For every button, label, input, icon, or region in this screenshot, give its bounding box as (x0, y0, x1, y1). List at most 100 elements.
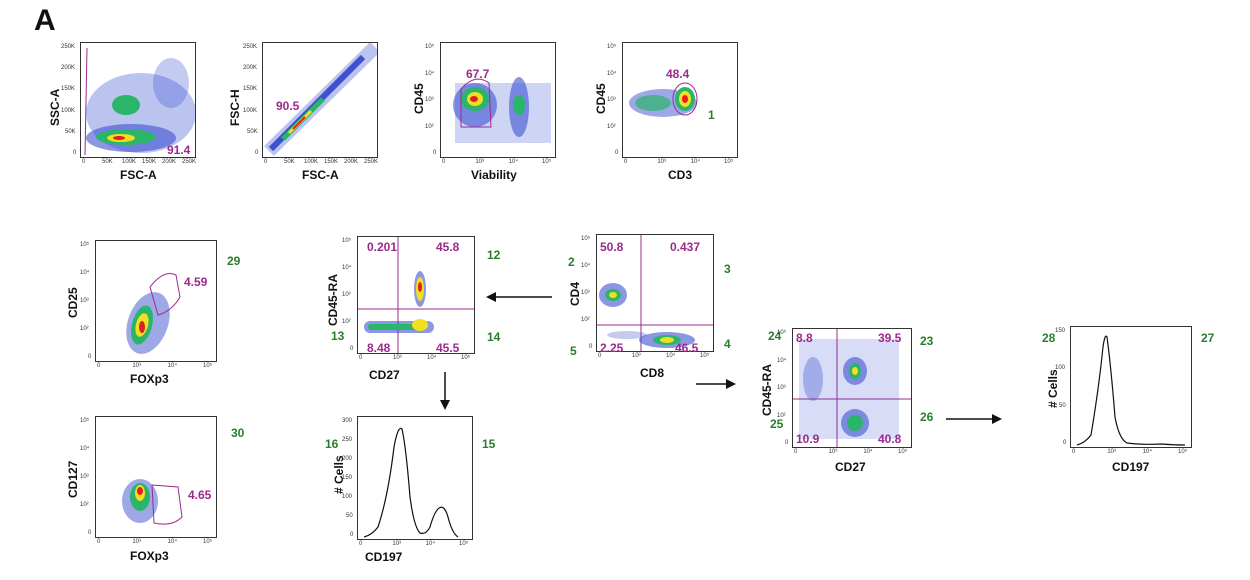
x-tick-p3: 10³ (475, 159, 484, 165)
y-tick-p4: 10⁵ (607, 44, 617, 50)
x-tick-p6: 10⁴ (167, 539, 177, 545)
density-plot-cd27-cd45ra-cd8 (793, 329, 911, 447)
ylabel-p11: # Cells (1046, 369, 1060, 408)
y-tick-p1: 250K (61, 44, 76, 50)
plot-foxp3-cd127 (95, 416, 217, 538)
population-tl-p10: 24 (768, 329, 782, 343)
y-tick-p3: 10² (425, 123, 434, 130)
ylabel-p3: CD45 (412, 83, 426, 114)
xlabel-p6: FOXp3 (130, 549, 169, 563)
y-tick-p10: 10⁴ (777, 357, 787, 364)
population-right-p9: 15 (482, 437, 496, 451)
y-tick-p9: 300 (342, 418, 353, 424)
ylabel-p4: CD45 (594, 83, 608, 114)
x-tick-p4: 10⁴ (690, 159, 700, 165)
population-bl-p10: 25 (770, 417, 784, 431)
x-tick-p8: 10⁵ (700, 353, 710, 359)
quadrant-br-p7: 45.5 (436, 341, 460, 355)
plot-viability-cd45 (440, 42, 556, 158)
xlabel-p5: FOXp3 (130, 372, 169, 386)
ylabel-p7: CD45-RA (326, 273, 340, 326)
x-tick-p5: 10³ (132, 363, 141, 369)
quadrant-tr-p10: 39.5 (878, 331, 902, 345)
x-tick-p11: 0 (1072, 449, 1076, 455)
x-tick-p2: 100K (304, 159, 319, 165)
y-tick-p7: 10² (342, 319, 351, 325)
y-tick-p3: 10⁵ (425, 44, 435, 50)
y-tick-p6: 10³ (80, 474, 89, 480)
xlabel-p11: CD197 (1112, 460, 1150, 474)
quadrant-bl-p8: 2.25 (600, 341, 624, 355)
x-tick-p11: 10⁵ (1178, 449, 1188, 455)
x-tick-p5: 10⁵ (203, 363, 213, 369)
x-tick-p9: 10⁴ (425, 541, 435, 547)
x-tick-p10: 10⁴ (863, 449, 873, 455)
x-tick-p4: 10⁵ (724, 159, 734, 165)
x-tick-p1: 200K (162, 159, 177, 165)
x-tick-p7: 0 (359, 355, 363, 361)
arrow-p10-to-p11 (946, 414, 1002, 424)
quadrant-br-p8: 46.5 (675, 341, 699, 355)
gate-label-p5: 4.59 (184, 275, 208, 289)
y-tick-p5: 10⁵ (80, 242, 90, 248)
y-tick-p7: 10⁵ (342, 238, 352, 244)
x-tick-p5: 10⁴ (167, 363, 177, 369)
plot-cd8-cd4 (596, 234, 714, 352)
x-tick-p4: 0 (624, 159, 628, 165)
plot-cd197-hist-left (357, 416, 473, 540)
y-tick-p1: 200K (61, 65, 76, 72)
population-tr-p8: 3 (724, 262, 731, 276)
x-tick-p10: 10³ (828, 449, 838, 455)
density-plot-cd8-cd4 (597, 235, 713, 351)
y-tick-p11: 50 (1059, 402, 1066, 409)
y-tick-p2: 250K (243, 44, 258, 50)
panel-label: A (34, 4, 56, 37)
gate-label-p6: 4.65 (188, 488, 212, 502)
plot-cd3-cd45 (622, 42, 738, 158)
quadrant-bl-p7: 8.48 (367, 341, 391, 355)
population-right-p11: 27 (1201, 331, 1215, 345)
x-tick-p4: 10³ (657, 159, 666, 165)
y-tick-p6: 10² (80, 502, 89, 508)
x-tick-p11: 10⁴ (1142, 449, 1152, 455)
gate-label-p1: 91.4 (167, 143, 191, 157)
y-tick-p9: 0 (350, 532, 354, 538)
y-tick-p11: 100 (1055, 365, 1066, 372)
x-tick-p8: 10⁴ (666, 353, 676, 359)
population-label-p4: 1 (708, 108, 715, 122)
quadrant-bl-p10: 10.9 (796, 432, 820, 446)
x-tick-p1: 150K (142, 159, 157, 165)
ylabel-p6: CD127 (66, 460, 80, 498)
density-plot-viability-cd45 (453, 77, 551, 143)
x-tick-p6: 10⁵ (203, 539, 213, 545)
x-tick-p1: 100K (122, 159, 137, 165)
x-tick-p2: 50K (284, 159, 295, 165)
plot-cd27-cd45ra-cd8 (792, 328, 912, 448)
y-tick-p10: 0 (785, 440, 789, 446)
ylabel-p1: SSC-A (48, 88, 62, 126)
x-tick-p1: 250K (182, 159, 197, 165)
plot-cd27-cd45ra (357, 236, 475, 354)
y-tick-p8: 0 (589, 344, 593, 350)
y-tick-p4: 10² (607, 123, 616, 130)
population-bl-p7: 13 (331, 329, 345, 343)
x-tick-p2: 0 (264, 159, 268, 165)
y-tick-p5: 10² (80, 326, 89, 332)
histogram-cd197-left (363, 427, 459, 538)
y-tick-p2: 200K (243, 65, 258, 72)
gate-label-p3: 67.7 (466, 67, 490, 81)
y-tick-p11: 0 (1063, 440, 1067, 446)
x-tick-p11: 10³ (1107, 449, 1116, 455)
x-tick-p6: 10³ (132, 539, 141, 545)
density-plot-foxp3-cd25 (126, 273, 181, 354)
y-tick-p1: 50K (65, 128, 76, 135)
arrow-p7-to-p9 (440, 372, 450, 410)
x-tick-p3: 10⁵ (542, 159, 552, 165)
y-tick-p3: 10⁴ (425, 70, 435, 77)
xlabel-p7: CD27 (369, 368, 400, 382)
y-tick-p7: 10³ (342, 292, 351, 298)
y-tick-p10: 10² (777, 412, 786, 419)
quadrant-tl-p10: 8.8 (796, 331, 813, 345)
y-tick-p5: 0 (88, 354, 92, 360)
arrow-p8-to-p7 (486, 292, 552, 302)
